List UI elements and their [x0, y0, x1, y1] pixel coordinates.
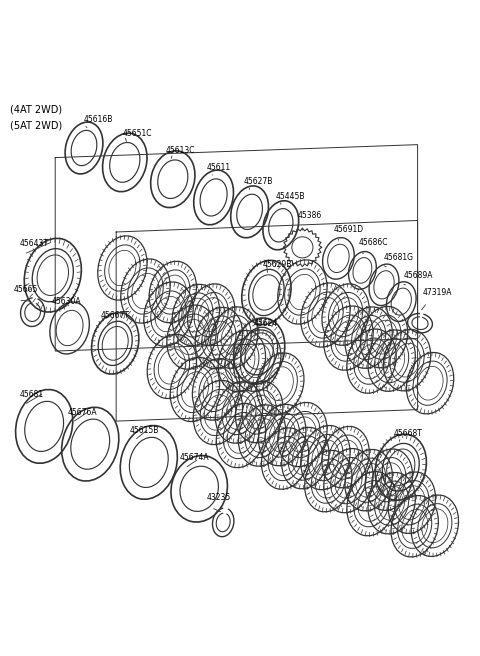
- Text: 45667T: 45667T: [101, 312, 130, 320]
- Text: 47319A: 47319A: [422, 288, 452, 297]
- Text: 45676A: 45676A: [67, 408, 97, 417]
- Text: 45689A: 45689A: [403, 271, 432, 280]
- Text: 45615B: 45615B: [130, 426, 159, 434]
- Text: 45686C: 45686C: [359, 238, 388, 247]
- Text: 45611: 45611: [206, 163, 230, 172]
- Text: 45651C: 45651C: [122, 129, 152, 138]
- Text: 45681G: 45681G: [384, 253, 414, 262]
- Text: 45616B: 45616B: [84, 115, 113, 124]
- Text: (5AT 2WD): (5AT 2WD): [10, 120, 62, 130]
- Text: 45627B: 45627B: [244, 177, 273, 186]
- Text: 45668T: 45668T: [394, 430, 422, 438]
- Text: 43235: 43235: [206, 493, 231, 502]
- Text: (4AT 2WD): (4AT 2WD): [10, 105, 62, 115]
- Text: 45665: 45665: [13, 285, 38, 295]
- Text: 45630A: 45630A: [52, 297, 82, 306]
- Text: 45681: 45681: [19, 390, 43, 399]
- Text: 45629B: 45629B: [263, 260, 292, 270]
- Text: 45445B: 45445B: [276, 192, 305, 201]
- Text: 45691D: 45691D: [334, 226, 364, 234]
- Text: 45643T: 45643T: [19, 239, 48, 249]
- Text: 45386: 45386: [298, 211, 322, 220]
- Text: 45624: 45624: [253, 319, 278, 328]
- Text: 45613C: 45613C: [166, 146, 195, 155]
- Text: 45674A: 45674A: [180, 453, 210, 462]
